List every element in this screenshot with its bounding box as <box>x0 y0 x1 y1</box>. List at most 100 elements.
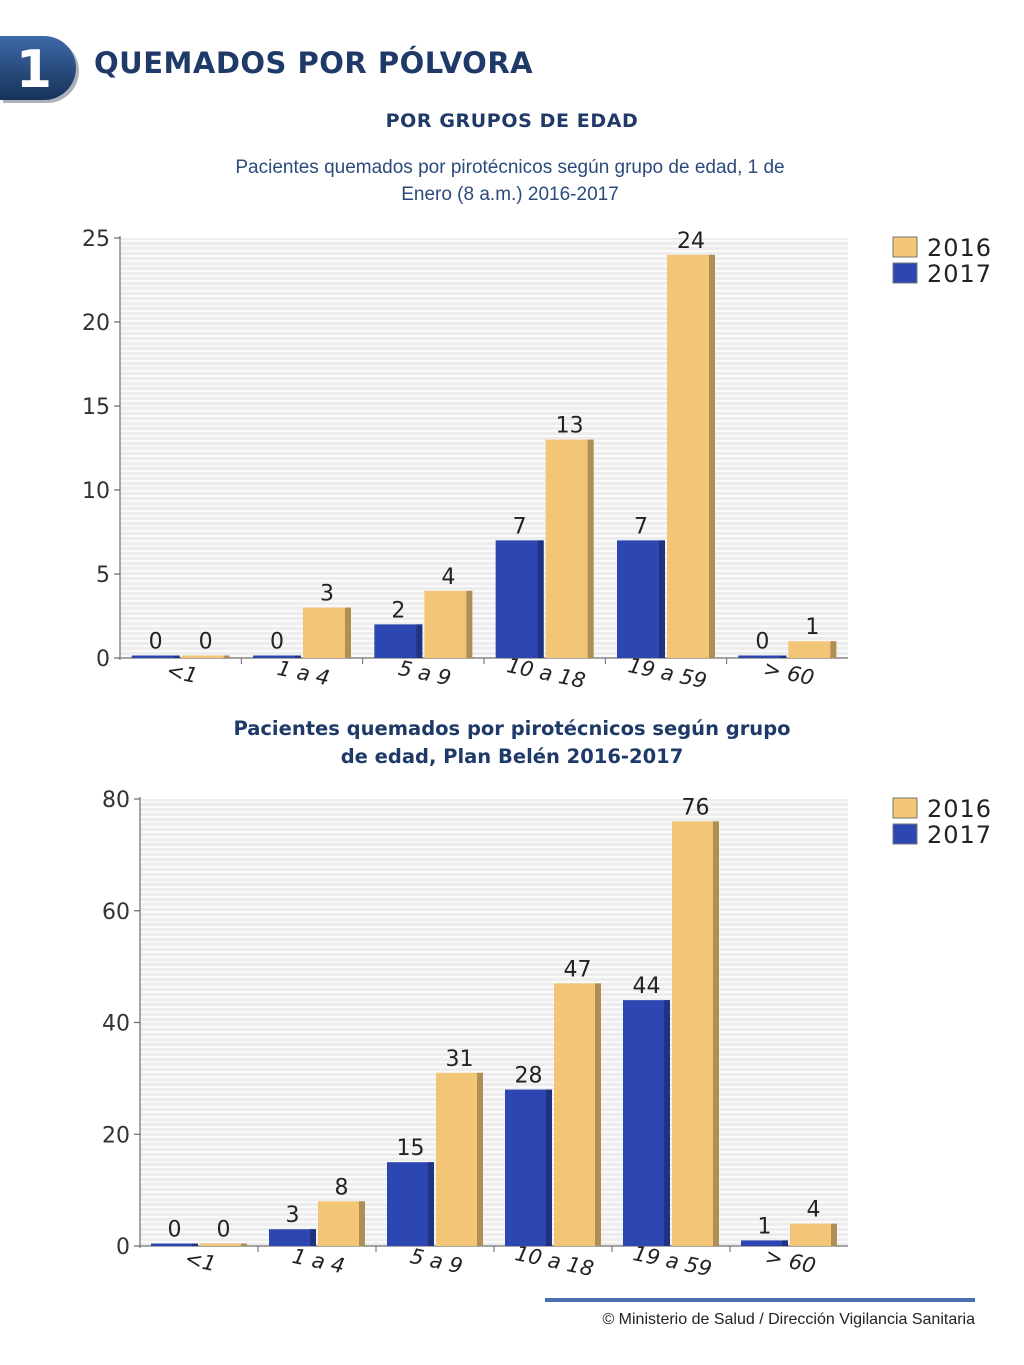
chart2-bar-2016 <box>436 1072 483 1246</box>
chart2-legend-label-2017: 2017 <box>927 821 992 849</box>
chart1-bar-2016-side <box>223 655 230 658</box>
chart2-title-line2: de edad, Plan Belén 2016-2017 <box>340 745 684 768</box>
chart1-legend-label-2017: 2017 <box>927 260 992 288</box>
chart1-data-label-2016: 0 <box>199 630 213 655</box>
chart1-legend-swatch-2016 <box>892 236 918 258</box>
chart1-bar-2016-side <box>709 254 715 659</box>
chart1-category-label: 10 a 18 <box>505 653 588 693</box>
chart2-bar-2016-side <box>595 983 601 1246</box>
section-number: 1 <box>16 40 52 100</box>
chart2-bar-2016-side <box>241 1243 247 1246</box>
footer-copyright: © Ministerio de Salud / Dirección Vigila… <box>602 1311 975 1328</box>
chart2-bar-2017 <box>269 1229 316 1246</box>
chart1-data-label-2016: 3 <box>320 582 334 607</box>
chart1-bar-2017 <box>617 540 665 658</box>
chart2-bar-2017 <box>505 1089 552 1246</box>
chart2-data-label-2017: 1 <box>758 1214 772 1239</box>
chart2-bar-2017-side <box>664 1000 670 1246</box>
chart1-data-label-2016: 13 <box>556 414 584 439</box>
chart2-category-label: 1 a 4 <box>290 1244 347 1278</box>
chart2-category-label: <1 <box>183 1246 218 1276</box>
chart2-legend-swatch-2016 <box>892 797 918 819</box>
chart2-bar-2017-side <box>428 1162 434 1246</box>
chart2-y-tick-label: 80 <box>102 788 130 813</box>
chart2-title: Pacientes quemados por pirotécnicos segú… <box>180 715 844 771</box>
chart2-category-label: 19 a 59 <box>631 1241 714 1281</box>
chart1-bar-2016 <box>303 607 351 658</box>
chart2-category-label: 10 a 18 <box>513 1241 596 1281</box>
chart1-bar-2017-side <box>537 540 544 658</box>
chart2-category-label: > 60 <box>763 1244 818 1278</box>
chart1-data-label-2017: 0 <box>149 630 163 655</box>
chart1-bar-2017 <box>374 624 423 658</box>
chart1-bar-2017-side <box>659 540 665 658</box>
chart1-data-label-2017: 0 <box>270 630 284 655</box>
chart1-category-label: 5 a 9 <box>396 656 453 690</box>
chart2-bar-2016-side <box>359 1201 365 1246</box>
chart1-data-label-2016: 1 <box>805 615 819 640</box>
chart1-bar-2016-side <box>830 641 837 658</box>
chart1-bar-2016 <box>788 641 837 658</box>
chart2-category-label: 5 a 9 <box>408 1244 465 1278</box>
chart2-legend-swatch-2017 <box>892 823 918 845</box>
chart2-bar-2016 <box>200 1243 247 1246</box>
chart1-bar-2017 <box>131 655 180 658</box>
chart2-title-line1: Pacientes quemados por pirotécnicos segú… <box>233 717 791 740</box>
chart2-y-tick-label: 40 <box>102 1012 130 1037</box>
chart2-data-label-2016: 31 <box>446 1047 474 1072</box>
page-subtitle: POR GRUPOS DE EDAD <box>385 110 639 132</box>
chart1-y-tick-label: 25 <box>82 227 110 252</box>
chart1-bar-2017 <box>495 540 544 658</box>
chart1-bar-2017 <box>253 655 301 658</box>
chart1-category-label: <1 <box>164 658 199 688</box>
chart1-bar-2016-side <box>466 590 473 658</box>
chart1-y-tick-label: 0 <box>96 647 110 672</box>
chart1-data-label-2017: 0 <box>755 630 769 655</box>
chart2-bar-2016 <box>318 1201 365 1246</box>
chart1-title: Pacientes quemados por pirotécnicos segú… <box>200 154 820 208</box>
chart2-data-label-2017: 15 <box>397 1136 425 1161</box>
chart2-y-tick-label: 60 <box>102 900 130 925</box>
chart2-bar-2016 <box>554 983 601 1246</box>
chart2-bar-2016-side <box>831 1223 837 1246</box>
chart2-bar-2017-side <box>310 1229 316 1246</box>
chart1-bar-2017-side <box>780 655 787 658</box>
chart2-data-label-2016: 47 <box>564 957 592 982</box>
chart1-category-label: > 60 <box>761 656 816 690</box>
section-number-badge: 1 <box>0 32 80 104</box>
chart1-y-tick-label: 5 <box>96 563 110 588</box>
chart1-legend-swatch-2017 <box>892 262 918 284</box>
chart1-y-tick-label: 20 <box>82 311 110 336</box>
chart2-data-label-2016: 76 <box>682 795 710 820</box>
chart2-data-label-2017: 44 <box>633 974 661 999</box>
chart1-title-line1: Pacientes quemados por pirotécnicos segú… <box>235 157 785 178</box>
chart1-bar-2017-side <box>295 655 301 658</box>
chart1-bar-2017 <box>738 655 787 658</box>
chart1-bar-2016 <box>424 590 473 658</box>
chart1-bar-2017-side <box>416 624 423 658</box>
page-title: QUEMADOS POR PÓLVORA <box>94 46 534 80</box>
chart2-bar-2017-side <box>192 1243 198 1246</box>
chart1-data-label-2017: 2 <box>391 598 405 623</box>
chart1-y-tick-label: 15 <box>82 395 110 420</box>
chart2-data-label-2016: 8 <box>335 1175 349 1200</box>
chart1-bar-2016 <box>181 655 230 658</box>
footer-divider <box>545 1298 975 1302</box>
chart2-y-tick-label: 0 <box>116 1235 130 1260</box>
chart2-bar-2017 <box>151 1243 198 1246</box>
chart1-category-label: 19 a 59 <box>626 653 709 693</box>
chart2-bar-2016 <box>790 1223 837 1246</box>
chart2-data-label-2017: 3 <box>286 1203 300 1228</box>
chart1-bar-2016-side <box>587 439 594 658</box>
chart1-bar-2016 <box>667 254 715 659</box>
chart1-data-label-2017: 7 <box>634 514 648 539</box>
chart1-bar-2016-side <box>345 607 351 658</box>
chart2-bar-2017-side <box>546 1089 552 1246</box>
chart1-data-label-2016: 4 <box>441 565 455 590</box>
chart2-data-label-2017: 28 <box>515 1064 543 1089</box>
chart2-bar-2017 <box>623 1000 670 1246</box>
chart1-bar-2016 <box>545 439 594 658</box>
chart2-y-tick-label: 20 <box>102 1123 130 1148</box>
